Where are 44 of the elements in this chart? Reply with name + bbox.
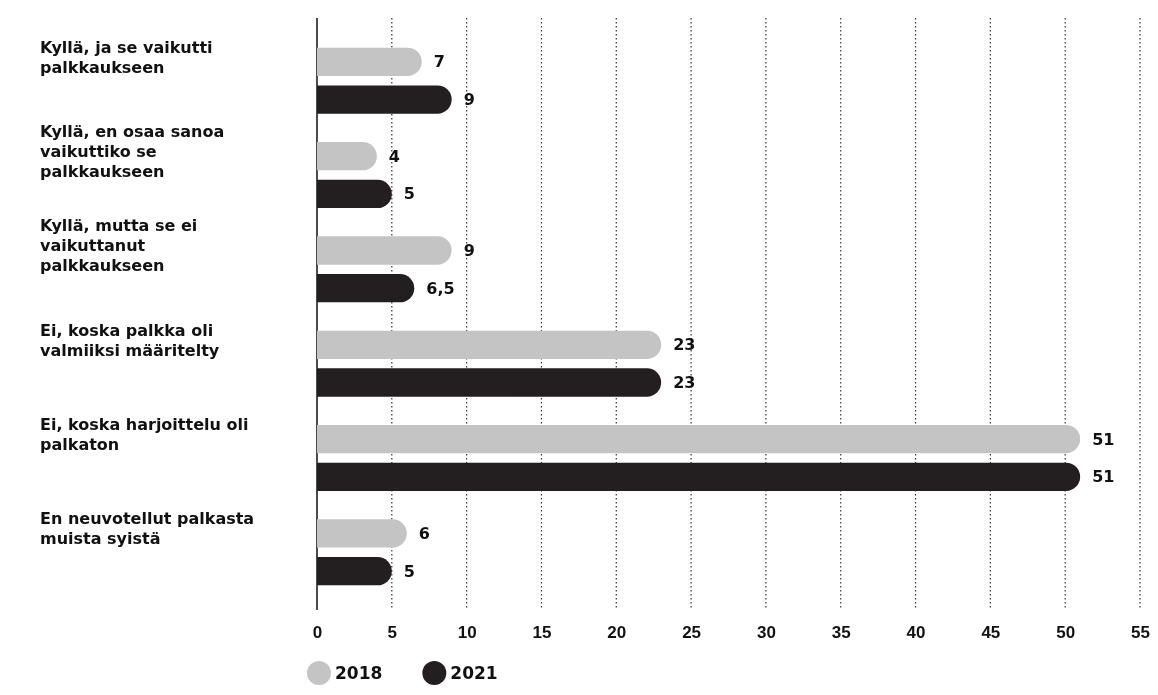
data-label: 7 [433,52,445,72]
data-label: 6 [418,524,430,544]
data-label: 23 [673,373,696,393]
data-label: 6,5 [426,278,455,298]
x-tick-label: 20 [607,623,627,643]
data-label: 51 [1092,467,1115,487]
y-tick-label: En neuvotellut palkasta muista syistä [40,509,255,549]
y-tick-label: Kyllä, mutta se ei vaikuttanut palkkaukseen [40,216,198,276]
x-tick-label: 10 [457,623,477,643]
bar [317,519,407,548]
data-label: 5 [403,184,415,204]
bar [317,424,1081,454]
x-tick-label: 0 [312,623,323,643]
y-tick-label: Kyllä, en osaa sanoa vaikuttiko se palkkaukseen [40,122,225,182]
data-label: 23 [673,335,696,355]
x-tick-label: 40 [906,623,926,643]
y-tick-label: Ei, koska harjoittelu oli palkaton [40,414,249,454]
bar [317,142,377,171]
bar [317,85,452,114]
data-label: 9 [463,90,475,110]
bar [317,47,422,77]
bar [317,179,392,209]
bar [317,368,662,397]
x-tick-label: 30 [756,623,776,643]
data-label: 4 [388,146,400,166]
bar [317,556,392,586]
bar [317,462,1081,491]
data-label: 51 [1092,429,1115,449]
x-tick-label: 45 [981,623,1001,643]
x-tick-label: 55 [1131,623,1150,643]
bar [317,330,662,359]
legend-label: 2021 [450,662,498,683]
x-tick-label: 50 [1056,623,1076,643]
x-tick-label: 15 [532,623,552,643]
x-tick-label: 5 [387,623,398,643]
legend-label: 2018 [335,662,383,683]
y-tick-label: Kyllä, ja se vaikutti palkkaukseen [40,37,213,77]
data-label: 9 [463,241,475,261]
bar [317,274,415,303]
data-label: 5 [403,561,415,581]
x-tick-label: 25 [682,623,702,643]
bar [317,236,452,265]
x-tick-label: 35 [831,623,851,643]
y-tick-label: Ei, koska palkka oli valmiiksi määritelty [40,320,220,360]
